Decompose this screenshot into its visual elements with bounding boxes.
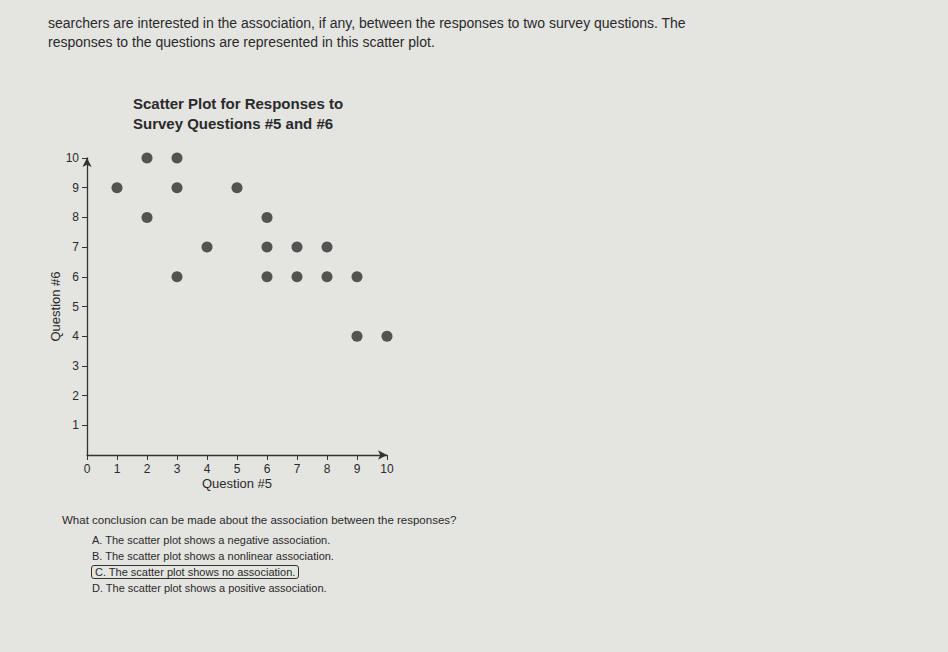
svg-text:3: 3 xyxy=(174,462,181,476)
svg-text:0: 0 xyxy=(84,462,91,476)
html-text:A. The scatter plot shows a ne: A. The scatter plot shows a negative ass… xyxy=(92,534,331,546)
svg-text:10: 10 xyxy=(380,462,394,476)
svg-text:7: 7 xyxy=(72,240,79,254)
svg-text:6: 6 xyxy=(264,462,271,476)
svg-text:5: 5 xyxy=(234,462,241,476)
svg-text:2: 2 xyxy=(144,462,151,476)
html-text:C. The scatter plot shows no a: C. The scatter plot shows no association… xyxy=(95,566,296,578)
svg-text:Question #5: Question #5 xyxy=(202,476,272,491)
svg-text:8: 8 xyxy=(324,462,331,476)
svg-text:9: 9 xyxy=(72,181,79,195)
svg-text:Survey Questions #5 and #6: Survey Questions #5 and #6 xyxy=(133,115,333,132)
svg-text:Scatter Plot for Responses to: Scatter Plot for Responses to xyxy=(133,95,343,112)
svg-text:4: 4 xyxy=(204,462,211,476)
svg-text:6: 6 xyxy=(72,270,79,284)
svg-text:5: 5 xyxy=(72,300,79,314)
svg-text:1: 1 xyxy=(72,418,79,432)
svg-text:1: 1 xyxy=(114,462,121,476)
svg-text:7: 7 xyxy=(294,462,301,476)
svg-text:9: 9 xyxy=(354,462,361,476)
svg-text:3: 3 xyxy=(72,359,79,373)
svg-text:2: 2 xyxy=(72,389,79,403)
svg-text:4: 4 xyxy=(72,329,79,343)
html-text:responses to the questions are: responses to the questions are represent… xyxy=(48,34,435,50)
html-text:What conclusion can be made ab: What conclusion can be made about the as… xyxy=(62,514,457,526)
html-text:searchers are interested in th: searchers are interested in the associat… xyxy=(48,15,686,31)
svg-text:Question #6: Question #6 xyxy=(48,271,63,341)
html-text:D. The scatter plot shows a po: D. The scatter plot shows a positive ass… xyxy=(92,582,327,594)
svg-text:10: 10 xyxy=(66,151,80,165)
html-text:B. The scatter plot shows a no: B. The scatter plot shows a nonlinear as… xyxy=(92,550,334,562)
svg-text:8: 8 xyxy=(72,210,79,224)
